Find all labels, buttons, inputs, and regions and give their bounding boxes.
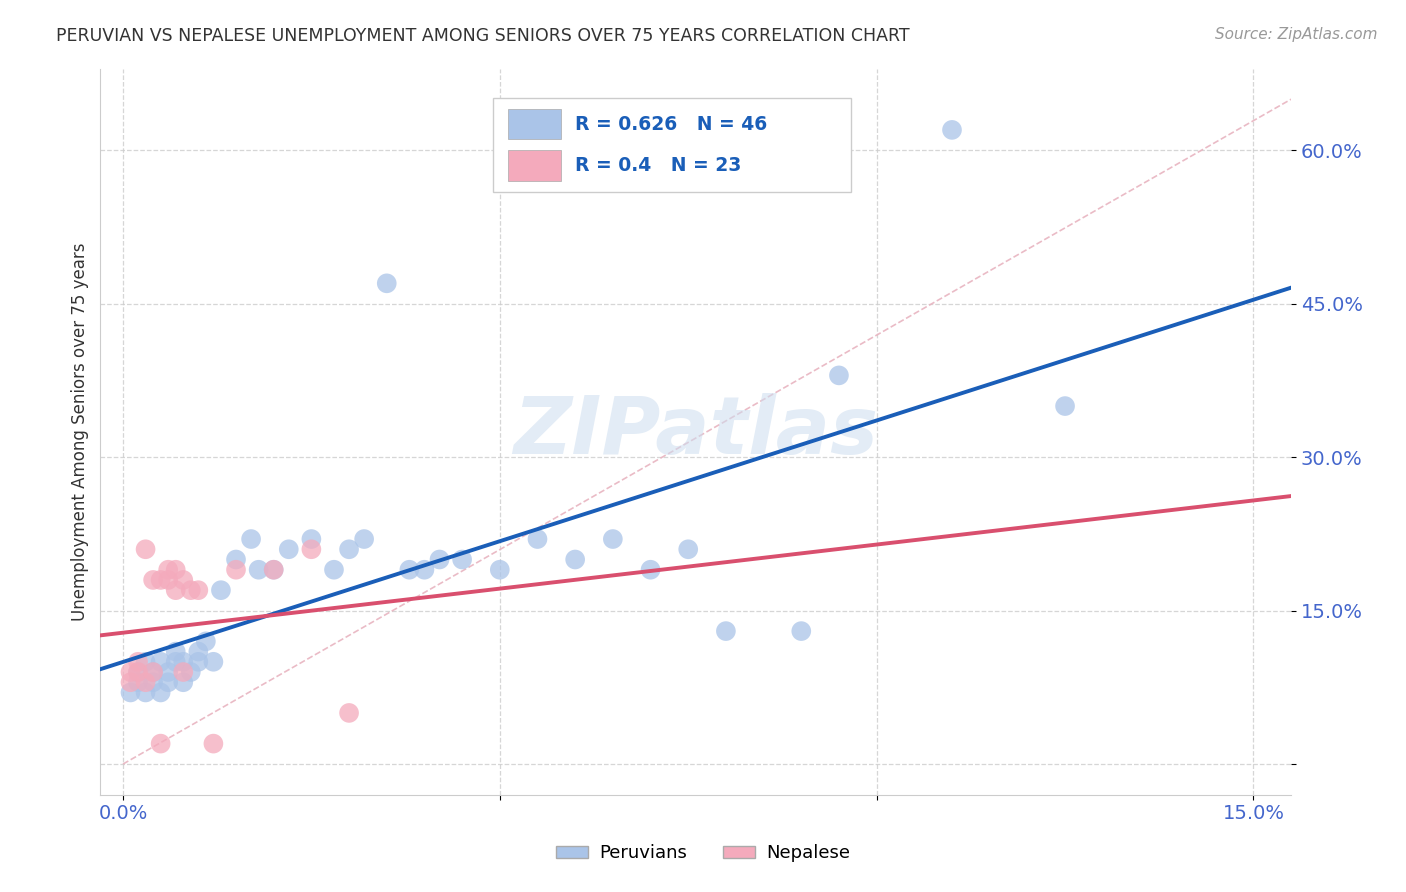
Point	[398, 563, 420, 577]
Point	[149, 573, 172, 587]
Point	[172, 655, 194, 669]
Point	[127, 655, 149, 669]
Point	[299, 542, 322, 557]
Point	[127, 665, 149, 679]
Point	[564, 552, 586, 566]
Point	[194, 634, 217, 648]
Point	[714, 624, 737, 639]
Point	[375, 277, 398, 291]
Point	[1054, 399, 1077, 413]
Point	[187, 644, 209, 658]
Point	[451, 552, 474, 566]
Point	[172, 573, 194, 587]
Point	[165, 563, 187, 577]
Point	[149, 685, 172, 699]
Point	[149, 737, 172, 751]
Point	[135, 542, 157, 557]
Point	[225, 563, 247, 577]
Point	[187, 583, 209, 598]
Point	[202, 737, 225, 751]
Point	[941, 123, 963, 137]
Point	[165, 583, 187, 598]
Point	[602, 532, 624, 546]
Point	[172, 665, 194, 679]
Point	[142, 665, 165, 679]
Point	[142, 665, 165, 679]
Point	[142, 573, 165, 587]
Point	[172, 675, 194, 690]
Point	[165, 655, 187, 669]
Point	[165, 644, 187, 658]
Point	[413, 563, 436, 577]
Point	[240, 532, 263, 546]
Point	[209, 583, 232, 598]
Point	[157, 573, 180, 587]
Point	[157, 665, 180, 679]
Point	[247, 563, 270, 577]
Point	[120, 675, 142, 690]
Text: PERUVIAN VS NEPALESE UNEMPLOYMENT AMONG SENIORS OVER 75 YEARS CORRELATION CHART: PERUVIAN VS NEPALESE UNEMPLOYMENT AMONG …	[56, 27, 910, 45]
Point	[149, 655, 172, 669]
Point	[120, 685, 142, 699]
Point	[135, 685, 157, 699]
Point	[142, 675, 165, 690]
Legend: Peruvians, Nepalese: Peruvians, Nepalese	[548, 838, 858, 870]
Point	[225, 552, 247, 566]
Point	[202, 655, 225, 669]
Point	[828, 368, 851, 383]
Point	[277, 542, 299, 557]
Point	[323, 563, 346, 577]
Point	[299, 532, 322, 546]
Text: Source: ZipAtlas.com: Source: ZipAtlas.com	[1215, 27, 1378, 42]
Y-axis label: Unemployment Among Seniors over 75 years: Unemployment Among Seniors over 75 years	[72, 243, 89, 621]
Point	[135, 675, 157, 690]
Point	[790, 624, 813, 639]
Text: ZIPatlas: ZIPatlas	[513, 392, 879, 471]
Point	[157, 675, 180, 690]
Point	[488, 563, 510, 577]
Point	[180, 665, 202, 679]
Point	[337, 706, 360, 720]
Point	[120, 665, 142, 679]
Point	[353, 532, 375, 546]
Point	[135, 655, 157, 669]
Point	[676, 542, 699, 557]
Point	[337, 542, 360, 557]
Point	[263, 563, 285, 577]
Point	[640, 563, 662, 577]
Point	[526, 532, 548, 546]
Point	[127, 675, 149, 690]
Point	[187, 655, 209, 669]
Point	[263, 563, 285, 577]
Point	[157, 563, 180, 577]
Point	[180, 583, 202, 598]
Point	[127, 665, 149, 679]
Point	[429, 552, 451, 566]
